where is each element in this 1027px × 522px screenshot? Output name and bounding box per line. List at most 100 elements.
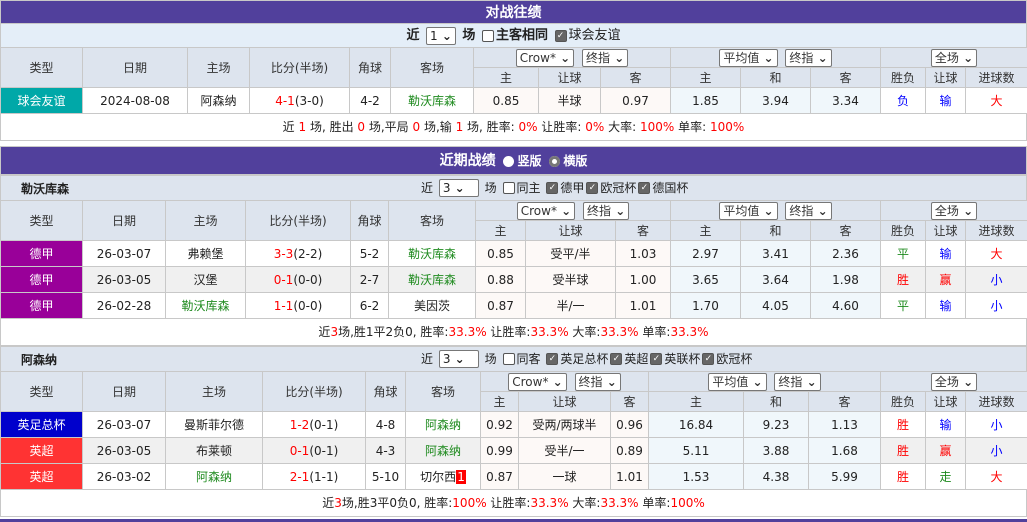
period-select[interactable]: 全场 xyxy=(931,202,977,220)
summary-part: 3 xyxy=(334,496,342,510)
same-venue-checkbox[interactable] xyxy=(503,182,515,194)
company-select[interactable]: Crow* xyxy=(508,373,566,391)
avg-kind-select[interactable]: 终指 xyxy=(785,202,831,220)
result-wl: 胜 xyxy=(881,464,926,490)
summary-part: 1 xyxy=(299,120,307,134)
col-ou: 进球数 xyxy=(966,68,1027,88)
summary-part: 让胜率: xyxy=(487,496,531,510)
match-score[interactable]: 3-3(2-2) xyxy=(246,241,351,267)
league-filter-checkbox[interactable]: ✓ xyxy=(610,353,622,365)
home-team[interactable]: 弗赖堡 xyxy=(166,241,246,267)
period-select[interactable]: 全场 xyxy=(931,49,977,67)
away-team[interactable]: 勒沃库森 xyxy=(389,241,476,267)
col-d: 和 xyxy=(741,68,811,88)
average-select[interactable]: 平均值 xyxy=(719,49,777,67)
away-team[interactable]: 切尔西1 xyxy=(406,464,481,490)
company-select[interactable]: Crow* xyxy=(517,202,575,220)
odds-away: 0.89 xyxy=(611,438,649,464)
recent-count-select[interactable]: 3 xyxy=(439,179,479,197)
result-goals: 小 xyxy=(966,438,1027,464)
league-filter-checkbox[interactable]: ✓ xyxy=(586,182,598,194)
col-home: 主场 xyxy=(188,48,250,88)
company-select[interactable]: Crow* xyxy=(516,49,574,67)
full-score: 0-1 xyxy=(274,273,294,287)
away-team-name: 勒沃库森 xyxy=(408,247,456,261)
avg-away: 5.99 xyxy=(809,464,881,490)
home-team[interactable]: 汉堡 xyxy=(166,267,246,293)
away-team[interactable]: 美因茨 xyxy=(389,293,476,319)
average-select[interactable]: 平均值 xyxy=(708,373,766,391)
league-filter-checkbox[interactable]: ✓ xyxy=(546,182,558,194)
col-date: 日期 xyxy=(83,201,166,241)
league-filter-checkbox[interactable]: ✓ xyxy=(546,353,558,365)
avg-kind-select[interactable]: 终指 xyxy=(774,373,820,391)
match-score[interactable]: 2-1(1-1) xyxy=(263,464,366,490)
home-team[interactable]: 阿森纳 xyxy=(166,464,263,490)
away-team[interactable]: 阿森纳 xyxy=(406,438,481,464)
odds-home: 0.99 xyxy=(481,438,519,464)
league-filter-checkbox[interactable]: ✓ xyxy=(650,353,662,365)
avg-kind-select[interactable]: 终指 xyxy=(785,49,831,67)
home-team[interactable]: 阿森纳 xyxy=(188,88,250,114)
match-score[interactable]: 1-1(0-0) xyxy=(246,293,351,319)
odds-kind-select[interactable]: 终指 xyxy=(582,49,628,67)
unit-label: 场 xyxy=(485,352,497,366)
same-home-away-checkbox[interactable] xyxy=(482,30,494,42)
col-score: 比分(半场) xyxy=(263,372,366,412)
summary-part: 33.3% xyxy=(530,496,568,510)
away-team-name: 阿森纳 xyxy=(425,418,461,432)
odds-kind-select[interactable]: 终指 xyxy=(583,202,629,220)
summary-part: 33.3% xyxy=(600,325,638,339)
odds-kind-select[interactable]: 终指 xyxy=(575,373,621,391)
match-score[interactable]: 1-2(0-1) xyxy=(263,412,366,438)
average-select[interactable]: 平均值 xyxy=(719,202,777,220)
league-filter-checkbox[interactable]: ✓ xyxy=(702,353,714,365)
avg-home: 1.85 xyxy=(671,88,741,114)
col-h: 主 xyxy=(474,68,539,88)
near-label: 近 xyxy=(421,352,433,366)
league-filter-checkbox[interactable]: ✓ xyxy=(638,182,650,194)
col-hc: 让球 xyxy=(519,392,611,412)
home-team[interactable]: 曼斯菲尔德 xyxy=(166,412,263,438)
table-row: 英超 26-03-05 布莱顿 0-1(0-1) 4-3 阿森纳 0.99 受半… xyxy=(1,438,1027,464)
away-team[interactable]: 勒沃库森 xyxy=(389,267,476,293)
odds-home: 0.92 xyxy=(481,412,519,438)
same-venue-label: 同主 xyxy=(517,181,541,195)
half-score: (0-1) xyxy=(309,418,338,432)
match-type[interactable]: 英足总杯 xyxy=(1,412,83,438)
vertical-view-radio[interactable] xyxy=(503,156,514,167)
home-team[interactable]: 布莱顿 xyxy=(166,438,263,464)
match-type[interactable]: 英超 xyxy=(1,438,83,464)
team-filters: 近 3 场 同主 ✓德甲✓欧冠杯✓德国杯 xyxy=(421,179,688,198)
recent-count-select[interactable]: 3 xyxy=(439,350,479,368)
col-date: 日期 xyxy=(83,48,188,88)
league-checkbox[interactable]: ✓ xyxy=(555,30,567,42)
match-type[interactable]: 德甲 xyxy=(1,241,83,267)
same-venue-checkbox[interactable] xyxy=(503,353,515,365)
match-type[interactable]: 球会友谊 xyxy=(1,88,83,114)
odds-handicap: 受两/两球半 xyxy=(519,412,611,438)
unit-label: 场 xyxy=(462,28,475,43)
match-type[interactable]: 德甲 xyxy=(1,267,83,293)
period-select[interactable]: 全场 xyxy=(931,373,977,391)
match-score[interactable]: 4-1(3-0) xyxy=(250,88,350,114)
col-corner: 角球 xyxy=(351,201,389,241)
match-type[interactable]: 德甲 xyxy=(1,293,83,319)
odds-handicap: 半球 xyxy=(539,88,601,114)
recent-section: 近期战绩 竖版 横版 勒沃库森 近 3 场 同主 ✓德甲✓欧冠杯✓德国杯 类型 … xyxy=(0,146,1027,522)
result-goals: 小 xyxy=(966,293,1027,319)
away-team[interactable]: 阿森纳 xyxy=(406,412,481,438)
league-filter-label: 德甲 xyxy=(560,181,584,195)
horizontal-view-radio[interactable] xyxy=(549,156,560,167)
match-score[interactable]: 0-1(0-0) xyxy=(246,267,351,293)
summary-part: 大率: xyxy=(569,325,601,339)
match-score[interactable]: 0-1(0-1) xyxy=(263,438,366,464)
home-team[interactable]: 勒沃库森 xyxy=(166,293,246,319)
odds-home: 0.87 xyxy=(476,293,526,319)
h2h-count-select[interactable]: 1 xyxy=(426,27,456,45)
full-score: 4-1 xyxy=(275,94,295,108)
summary-part: 100% xyxy=(452,496,486,510)
away-team[interactable]: 勒沃库森 xyxy=(391,88,474,114)
result-handicap: 输 xyxy=(926,88,966,114)
match-type[interactable]: 英超 xyxy=(1,464,83,490)
